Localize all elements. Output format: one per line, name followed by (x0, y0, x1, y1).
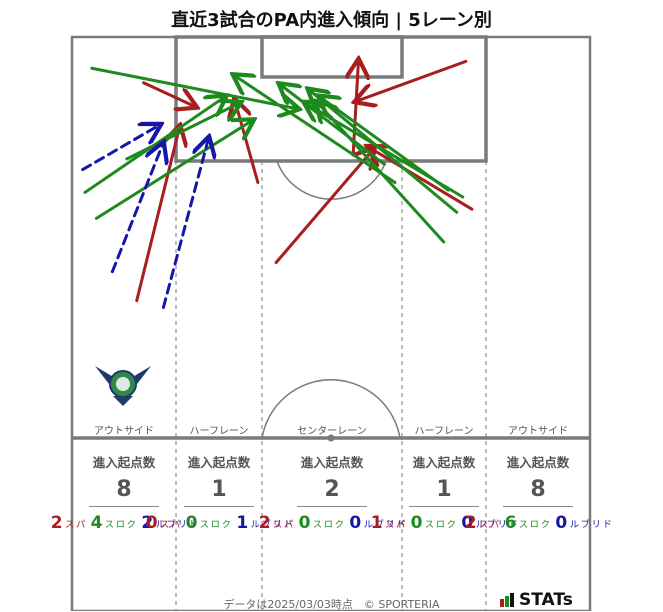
club-crest (95, 366, 151, 406)
pass-arrow-1 (142, 81, 195, 107)
dribble-arrow-18 (81, 125, 159, 172)
pass-arrow-4 (274, 150, 373, 265)
cross-arrow-10 (94, 121, 251, 220)
stat-total: 8 (116, 477, 132, 502)
stat-header: 進入起点数 (412, 455, 476, 470)
cross-arrow-16 (235, 76, 397, 185)
lane-stats-left-half: 進入起点数 1 0 パス 0 クロス 1 ドリブル (146, 452, 293, 533)
pass-arrow-2 (135, 128, 180, 303)
pass-count: 2 パス (258, 513, 293, 533)
dribble-count: 0 ドリブル (555, 513, 612, 533)
stat-divider (89, 506, 159, 507)
lane-stats-center: 進入起点数 2 2 パス 0 クロス 0 ドリブル (258, 452, 406, 533)
lane-stats-right-half: 進入起点数 1 1 パス 0 クロス 0 ドリブル (371, 452, 518, 533)
cross-count: 6 クロス (504, 513, 550, 533)
stat-total: 2 (324, 477, 340, 502)
stat-total: 1 (211, 477, 227, 502)
pass-count: 2 パス (50, 513, 85, 533)
dribble-count: 0 ドリブル (461, 513, 518, 533)
stat-divider (184, 506, 254, 507)
dribble-arrow-20 (161, 139, 208, 309)
cross-arrow-13 (320, 97, 450, 192)
cross-arrow-14 (310, 90, 459, 214)
cross-count: 0 クロス (410, 513, 456, 533)
pass-arrow-3 (235, 101, 260, 185)
lane-label-center: センターレーン (297, 426, 367, 437)
cross-arrow-17 (281, 85, 386, 166)
stat-header: 進入起点数 (92, 455, 156, 470)
dribble-count: 1 ドリブル (236, 513, 293, 533)
pitch-lines (70, 35, 592, 611)
brand-name: STATs (519, 590, 573, 610)
dribble-arrow-19 (110, 144, 162, 274)
lane-stats-right-outside: 進入起点数 8 2 パス 6 クロス 0 ドリブル (465, 452, 612, 533)
stat-header: 進入起点数 (300, 455, 364, 470)
chart-title: 直近3試合のPA内進入傾向 | 5レーン別 (171, 10, 492, 31)
cross-arrow-8 (90, 66, 297, 108)
cross-count: 4 クロス (90, 513, 136, 533)
lane-label-right-half: ハーフレーン (414, 426, 474, 437)
stats-logo-icon (500, 593, 514, 607)
pass-count: 0 パス (145, 513, 180, 533)
dribble-count: 0 ドリブル (349, 513, 406, 533)
stat-total: 8 (530, 477, 546, 502)
lane-label-right-outside: アウトサイド (508, 426, 568, 437)
stat-total: 1 (436, 477, 452, 502)
brand-logo: STATs (500, 590, 573, 610)
dribble-count: 2 ドリブル (141, 513, 198, 533)
stat-divider (503, 506, 573, 507)
entry-arrows (81, 59, 474, 309)
cross-arrow-11 (125, 103, 239, 161)
pass-count: 2 パス (464, 513, 499, 533)
pass-arrow-6 (357, 59, 468, 101)
stat-header: 進入起点数 (187, 455, 251, 470)
cross-count: 0 クロス (298, 513, 344, 533)
stat-divider (297, 506, 367, 507)
stat-header: 進入起点数 (506, 455, 570, 470)
lane-label-left-half: ハーフレーン (189, 426, 249, 437)
pass-arrow-7 (369, 147, 474, 211)
footer-note: データは2025/03/03時点 © SPORTERIA (223, 598, 440, 611)
stat-divider (409, 506, 479, 507)
pass-count: 1 パス (370, 513, 405, 533)
cross-count: 0 クロス (185, 513, 231, 533)
lane-label-left-outside: アウトサイド (94, 426, 154, 437)
lane-stats-left-outside: 進入起点数 8 2 パス 4 クロス 2 ドリブル (51, 452, 198, 533)
